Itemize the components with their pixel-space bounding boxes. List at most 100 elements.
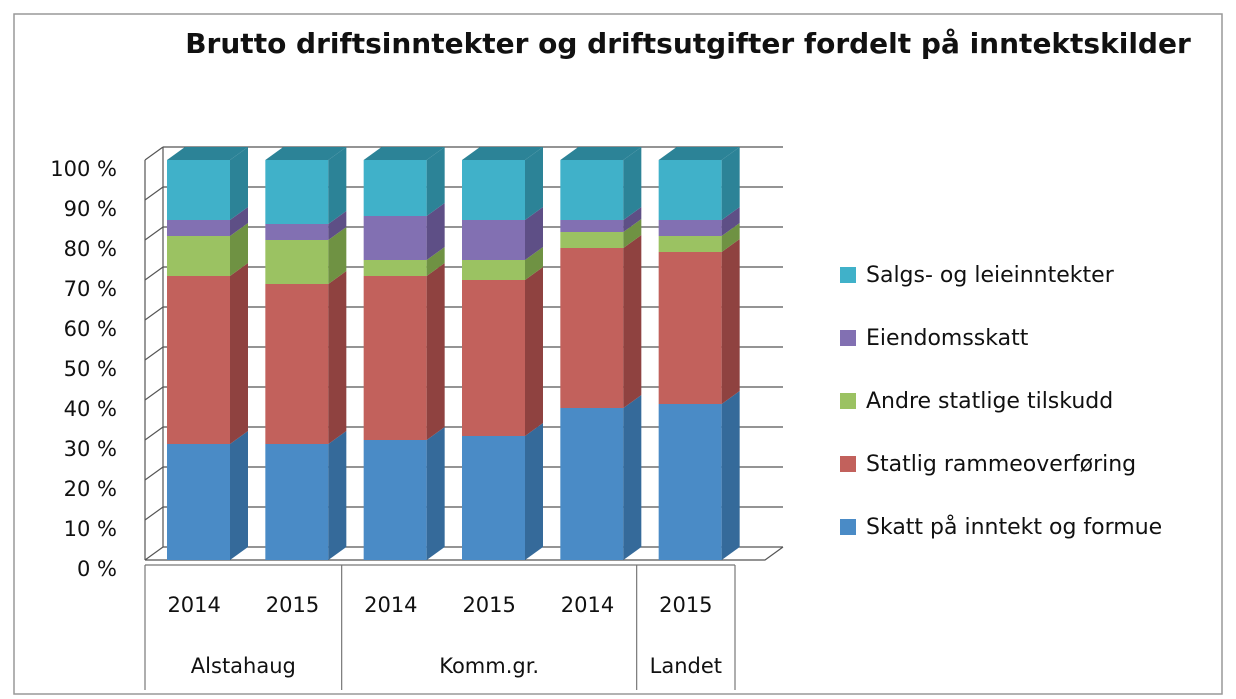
bar-side: [230, 207, 248, 236]
y-tick-label: 0 %: [77, 557, 117, 581]
bar-top: [658, 147, 740, 160]
x-tick-label: 2014: [167, 593, 220, 617]
bar-front: [658, 160, 722, 220]
grid-line-wall: [144, 186, 164, 201]
bar-side: [426, 203, 445, 260]
bar-side: [525, 147, 543, 220]
bar-front: [265, 160, 329, 224]
bar-side: [623, 219, 642, 248]
bar-side: [623, 207, 642, 232]
bar-top: [265, 147, 347, 160]
bar-segment: [658, 223, 740, 252]
grid-line-wall: [144, 226, 164, 241]
bar-side: [426, 147, 445, 216]
bar-segment: [658, 391, 740, 560]
x-tick-label: 2014: [364, 593, 417, 617]
bar-segment: [167, 263, 248, 444]
bar-side: [721, 207, 740, 236]
bar-segment: [265, 147, 347, 224]
group-label: Komm.gr.: [439, 654, 539, 678]
legend-label: Skatt på inntekt og formue: [866, 514, 1162, 540]
legend-label: Salgs- og leieinntekter: [866, 263, 1115, 288]
bar-top: [167, 147, 248, 160]
bar-segment: [658, 239, 740, 404]
legend-swatch: [840, 456, 856, 472]
bar-segment: [265, 227, 347, 284]
bar-side: [328, 227, 347, 284]
bar-segment: [462, 247, 543, 280]
bar-segment: [560, 219, 642, 248]
bar-front: [167, 276, 230, 444]
bar-segment: [658, 207, 740, 236]
floor-edge: [145, 546, 784, 561]
bar-top: [363, 147, 445, 160]
bar-front: [363, 276, 427, 440]
bar-front: [363, 216, 427, 260]
bar-side: [328, 271, 347, 444]
legend-swatch: [840, 519, 856, 535]
y-tick-label: 30 %: [64, 437, 117, 461]
y-tick-label: 90 %: [64, 197, 117, 221]
bar-side: [328, 211, 347, 240]
bar-front: [265, 444, 329, 560]
y-tick-label: 60 %: [64, 317, 117, 341]
grid-line-wall: [144, 506, 164, 521]
bar-front: [560, 232, 624, 248]
bar-front: [462, 220, 525, 260]
y-tick-label: 70 %: [64, 277, 117, 301]
bar-side: [721, 147, 740, 220]
legend-swatch: [840, 267, 856, 283]
grid-line-wall: [144, 146, 164, 161]
bar-segment: [363, 147, 445, 216]
bar-segment: [265, 431, 347, 560]
bar-front: [265, 284, 329, 444]
bar-side: [525, 267, 543, 436]
bar-segment: [265, 271, 347, 444]
bar-side: [525, 207, 543, 260]
bar-side: [721, 239, 740, 404]
bar-side: [623, 235, 642, 408]
bar-front: [462, 280, 525, 436]
bar-segment: [560, 235, 642, 408]
grid-line-wall: [144, 386, 164, 401]
group-label: Alstahaug: [191, 654, 296, 678]
grid-line-wall: [144, 306, 164, 321]
legend-label: Statlig rammeoverføring: [866, 452, 1136, 477]
bar-side: [525, 423, 543, 560]
x-tick-label: 2015: [266, 593, 319, 617]
bar-front: [560, 160, 624, 220]
bar-front: [560, 248, 624, 408]
bar-front: [462, 160, 525, 220]
y-tick-label: 100 %: [50, 157, 117, 181]
grid-line-wall: [144, 426, 164, 441]
bar-front: [560, 220, 624, 232]
bar-front: [363, 160, 427, 216]
bar-front: [658, 220, 722, 236]
bar-segment: [167, 207, 248, 236]
bar-side: [623, 147, 642, 220]
bar-side: [328, 147, 347, 224]
legend-label: Eiendomsskatt: [866, 326, 1029, 351]
chart-title: Brutto driftsinntekter og driftsutgifter…: [185, 27, 1191, 60]
legend-swatch: [840, 330, 856, 346]
bar-front: [462, 436, 525, 560]
bar-front: [265, 240, 329, 284]
bar-segment: [363, 203, 445, 260]
bar-side: [525, 247, 543, 280]
y-tick-label: 80 %: [64, 237, 117, 261]
bar-side: [230, 147, 248, 220]
y-tick-label: 50 %: [64, 357, 117, 381]
bar-front: [265, 224, 329, 240]
bar-side: [230, 263, 248, 444]
bar-segment: [560, 207, 642, 232]
grid-line-wall: [144, 346, 164, 361]
bar-segment: [462, 267, 543, 436]
x-tick-label: 2015: [462, 593, 515, 617]
bar-side: [623, 395, 642, 560]
grid-line-wall: [144, 466, 164, 481]
y-tick-label: 20 %: [64, 477, 117, 501]
bar-segment: [363, 247, 445, 276]
bar-segment: [363, 263, 445, 440]
bar-front: [167, 236, 230, 276]
